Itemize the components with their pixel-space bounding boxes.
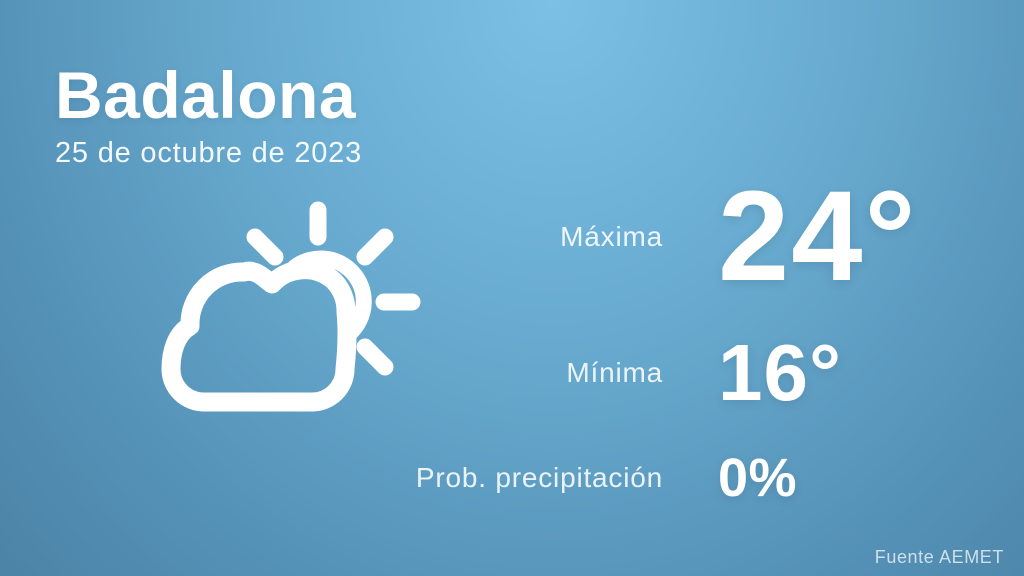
partly-cloudy-icon [161, 201, 421, 412]
metric-value-precipitation: 0% [718, 448, 798, 508]
metric-label-minima: Mínima [566, 357, 663, 388]
metric-value-minima: 16° [718, 328, 842, 417]
date-text: 25 de octubre de 2023 [55, 137, 363, 169]
sun-icon [287, 250, 372, 344]
cloud-icon [161, 260, 357, 412]
metric-label-precipitation: Prob. precipitación [415, 462, 663, 493]
metric-label-maxima: Máxima [560, 221, 663, 252]
location-title: Badalona [55, 58, 357, 132]
source-attribution: Fuente AEMET [874, 547, 1004, 567]
metric-value-maxima: 24° [718, 165, 918, 308]
header: Badalona 25 de octubre de 2023 [55, 62, 362, 170]
sun-rays-icon [246, 201, 421, 376]
